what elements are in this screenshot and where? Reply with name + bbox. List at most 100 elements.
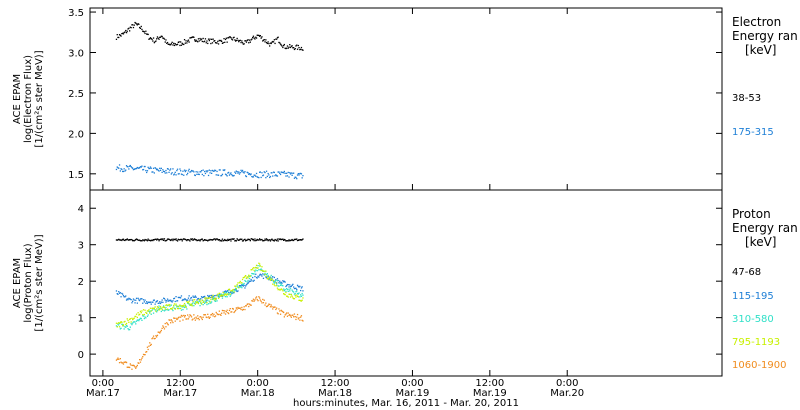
data-point bbox=[202, 169, 204, 171]
data-point bbox=[194, 174, 196, 176]
data-point bbox=[239, 286, 241, 288]
data-point bbox=[176, 239, 178, 241]
data-point bbox=[187, 297, 190, 299]
data-point bbox=[289, 296, 292, 298]
data-point bbox=[214, 238, 216, 240]
data-point bbox=[156, 38, 158, 40]
data-point bbox=[118, 326, 121, 328]
data-point bbox=[198, 173, 200, 176]
data-point bbox=[207, 294, 209, 297]
data-point bbox=[231, 292, 234, 294]
data-point bbox=[218, 294, 220, 296]
data-point bbox=[132, 364, 134, 367]
data-point bbox=[183, 298, 186, 300]
data-point bbox=[247, 277, 249, 279]
data-point bbox=[170, 44, 172, 46]
data-point bbox=[253, 279, 255, 281]
data-point bbox=[227, 172, 229, 174]
data-point bbox=[189, 304, 191, 306]
data-point bbox=[252, 36, 254, 39]
data-point bbox=[262, 270, 264, 272]
data-point bbox=[150, 303, 152, 305]
data-point bbox=[296, 294, 298, 296]
data-point bbox=[258, 296, 260, 298]
data-point bbox=[255, 264, 258, 266]
data-point bbox=[187, 299, 189, 301]
data-point bbox=[201, 173, 203, 176]
data-point bbox=[286, 288, 289, 291]
data-point bbox=[231, 238, 233, 240]
data-point bbox=[263, 274, 265, 276]
data-point bbox=[297, 44, 299, 47]
data-point bbox=[286, 295, 288, 297]
data-point bbox=[246, 171, 248, 173]
data-point bbox=[132, 24, 134, 26]
data-point bbox=[259, 274, 261, 276]
data-point bbox=[205, 239, 207, 241]
data-point bbox=[180, 297, 182, 299]
data-point bbox=[201, 40, 203, 43]
data-point bbox=[291, 314, 293, 316]
data-point bbox=[194, 319, 196, 321]
data-point bbox=[159, 302, 162, 305]
data-point bbox=[129, 26, 131, 28]
data-point bbox=[286, 315, 289, 317]
data-point bbox=[267, 274, 269, 277]
data-point bbox=[164, 322, 166, 325]
data-point bbox=[286, 284, 288, 287]
data-point bbox=[252, 273, 254, 275]
data-point bbox=[290, 294, 292, 296]
data-point bbox=[228, 239, 231, 241]
data-point bbox=[273, 284, 275, 286]
data-point bbox=[275, 279, 277, 282]
data-point bbox=[168, 171, 170, 173]
series-795-1193 bbox=[115, 262, 304, 328]
data-point bbox=[168, 303, 170, 306]
data-point bbox=[167, 324, 169, 326]
data-point bbox=[272, 40, 274, 43]
data-point bbox=[278, 41, 280, 44]
data-point bbox=[206, 302, 208, 304]
data-point bbox=[149, 166, 152, 168]
data-point bbox=[192, 170, 194, 172]
data-point bbox=[293, 298, 295, 300]
data-point bbox=[283, 172, 285, 174]
data-point bbox=[259, 297, 261, 299]
data-point bbox=[118, 238, 120, 240]
data-point bbox=[207, 240, 209, 242]
y-tick-label: 3 bbox=[78, 241, 84, 252]
data-point bbox=[118, 324, 120, 326]
data-point bbox=[139, 26, 141, 29]
data-point bbox=[166, 42, 168, 44]
data-point bbox=[231, 174, 233, 176]
data-point bbox=[286, 240, 288, 242]
data-point bbox=[151, 338, 153, 340]
data-point bbox=[194, 238, 196, 240]
data-point bbox=[191, 319, 193, 321]
data-point bbox=[190, 296, 193, 299]
data-point bbox=[187, 318, 190, 320]
y-tick-label: 2 bbox=[78, 277, 84, 288]
data-point bbox=[253, 300, 255, 302]
data-point bbox=[279, 282, 281, 284]
data-point bbox=[140, 359, 142, 361]
data-point bbox=[294, 48, 296, 50]
data-point bbox=[183, 306, 186, 309]
data-point bbox=[200, 239, 202, 241]
data-point bbox=[274, 281, 276, 283]
data-point bbox=[282, 238, 284, 240]
data-point bbox=[168, 319, 170, 321]
data-point bbox=[221, 240, 223, 242]
data-point bbox=[217, 297, 220, 299]
data-point bbox=[170, 308, 172, 310]
data-point bbox=[125, 361, 127, 363]
data-point bbox=[158, 302, 160, 304]
data-point bbox=[184, 305, 186, 307]
data-point bbox=[243, 43, 245, 45]
data-point bbox=[259, 265, 261, 267]
data-point bbox=[270, 304, 272, 306]
data-point bbox=[291, 289, 293, 291]
data-point bbox=[152, 307, 154, 309]
data-point bbox=[275, 38, 277, 40]
data-point bbox=[119, 322, 121, 324]
